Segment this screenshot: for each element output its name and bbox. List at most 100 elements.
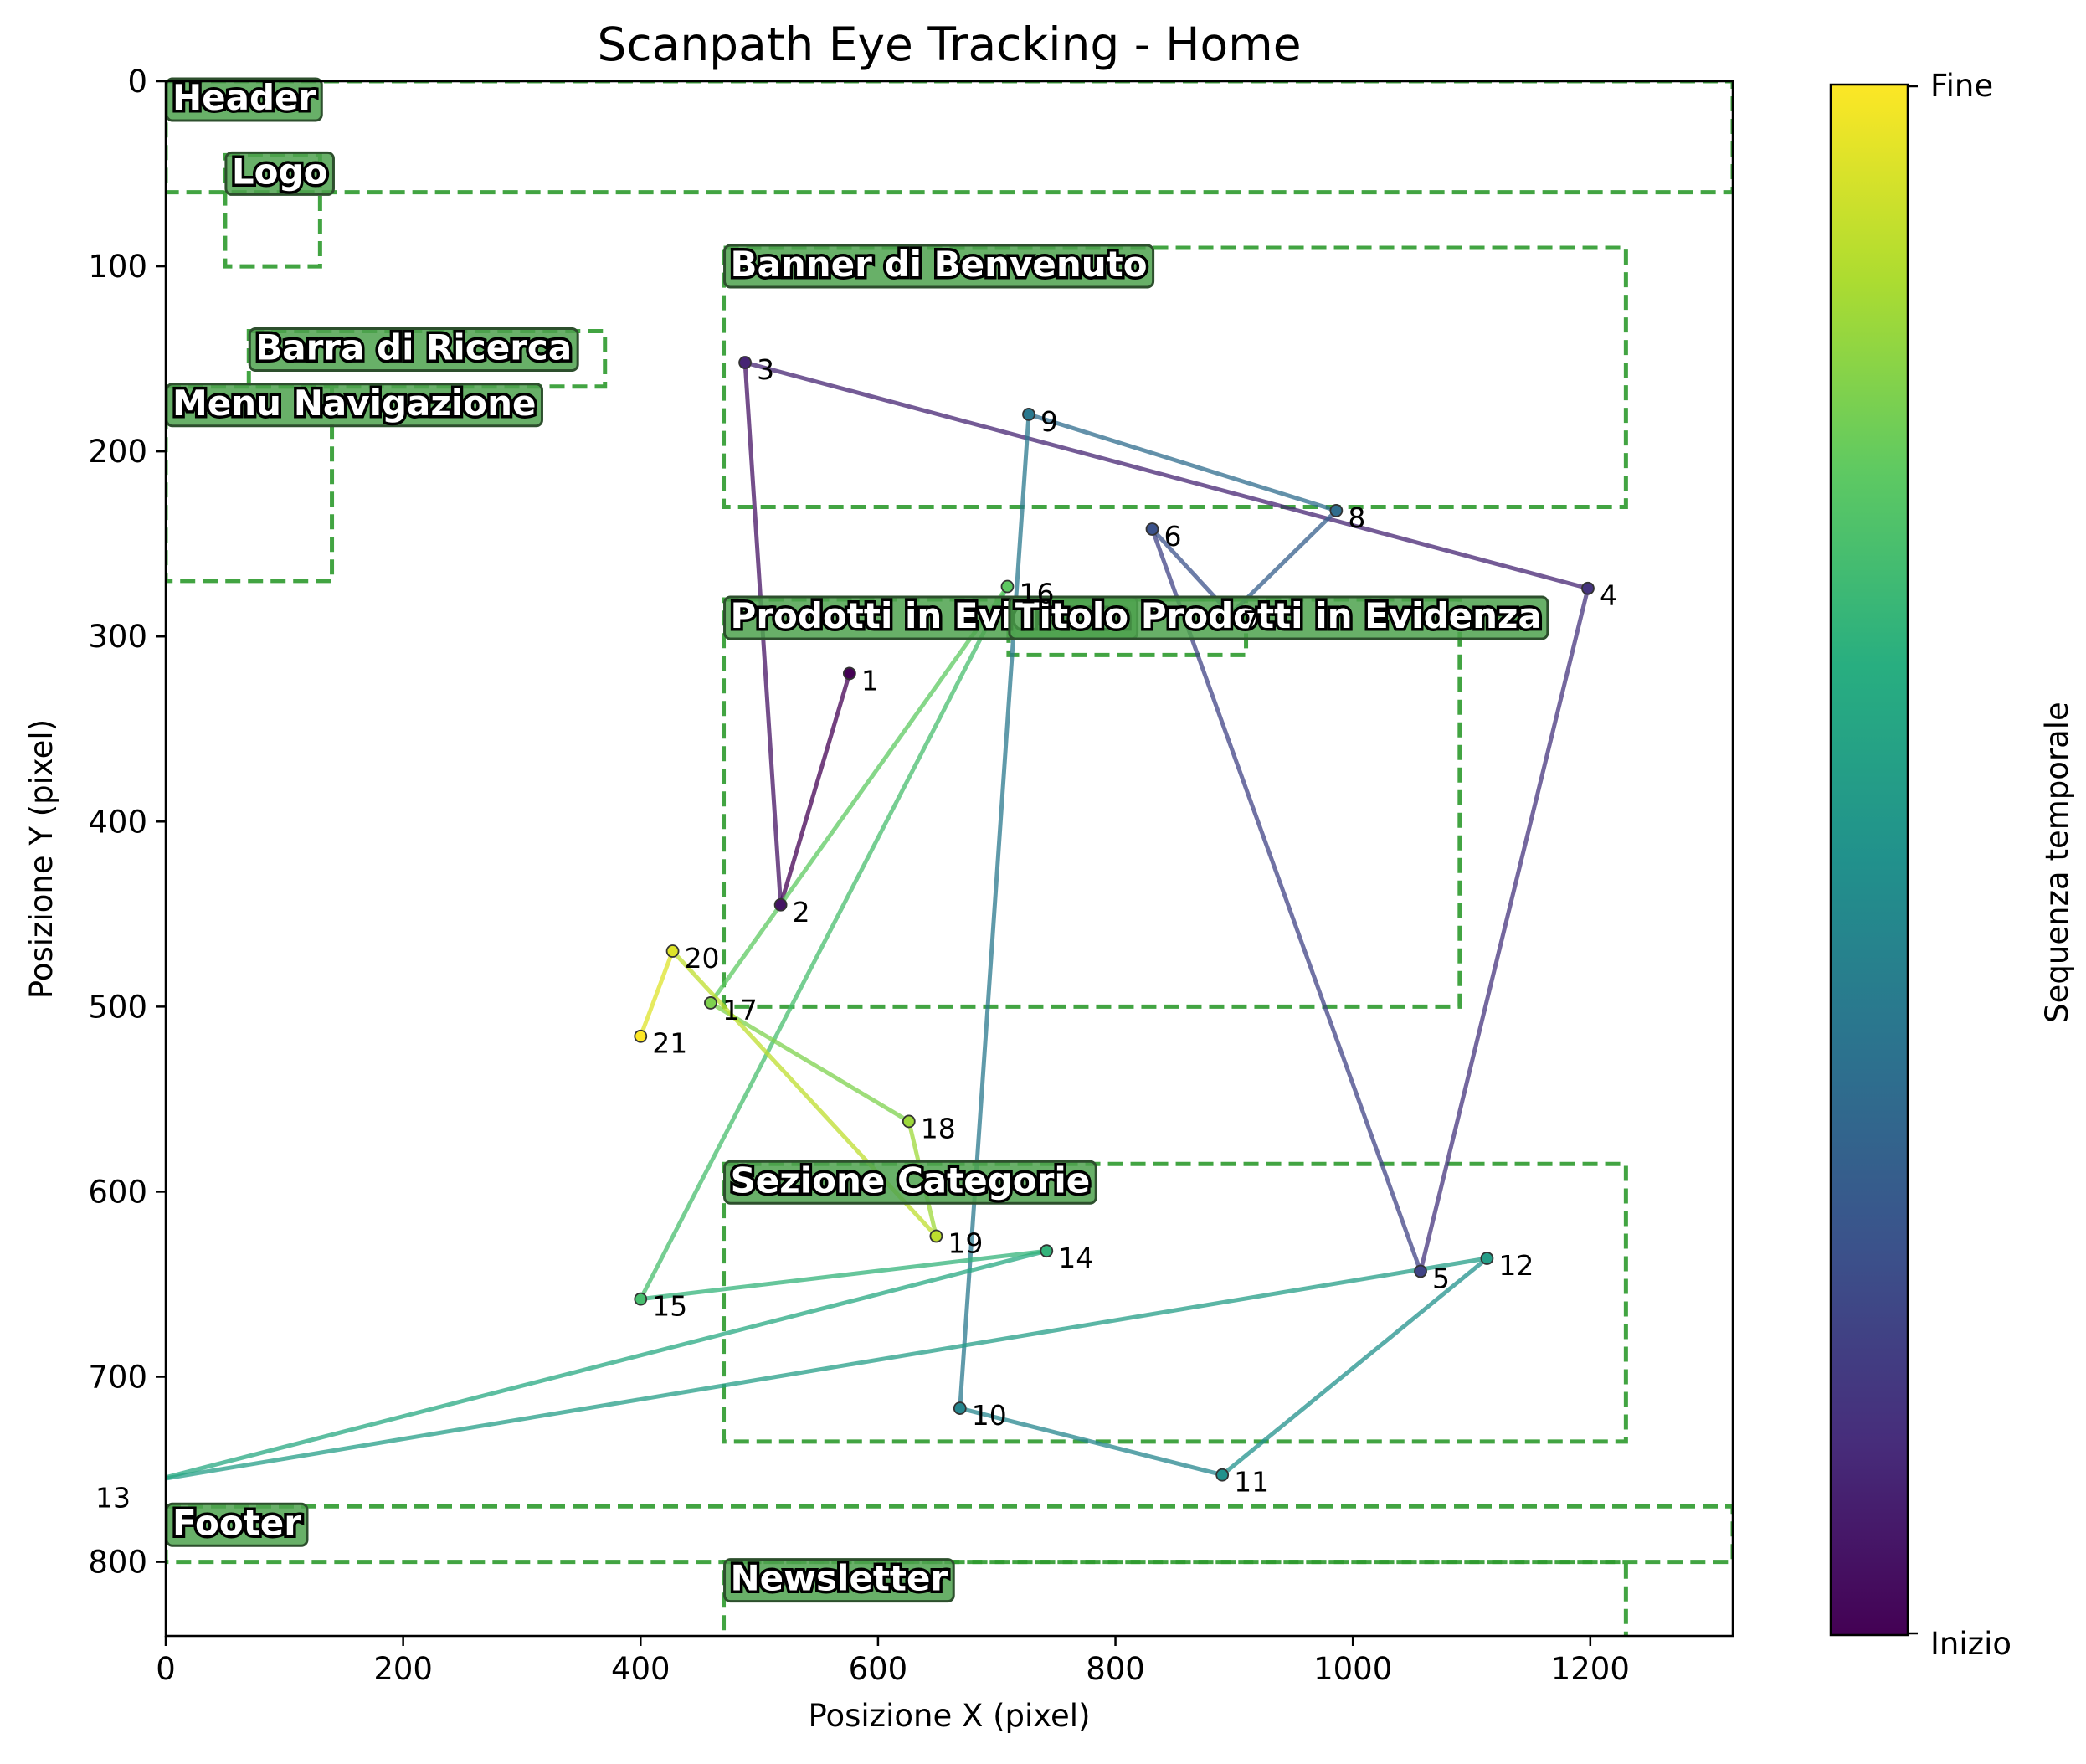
- aoi-label-bg: [723, 244, 1155, 289]
- aoi-box-4: [722, 245, 1628, 509]
- fixation-point: [634, 1029, 648, 1043]
- aoi-label-bg: [723, 1160, 1097, 1205]
- aoi-label-text: Logo: [232, 151, 328, 192]
- fixation-label: 12: [1498, 1249, 1534, 1282]
- aoi-label-4: Banner di Benvenuto: [723, 240, 1155, 289]
- scanpath-segment: [638, 1248, 1049, 1302]
- aoi-label-bg: [723, 1558, 955, 1603]
- scanpath-segment: [166, 1256, 1489, 1481]
- fixation-point: [842, 666, 856, 681]
- aoi-label-text: Menu Navigazione: [172, 383, 536, 424]
- fixation-label: 10: [972, 1399, 1007, 1432]
- fixation-label: 11: [1234, 1466, 1269, 1499]
- aoi-label-bg: [224, 151, 335, 196]
- aoi-label-9: Newsletter: [723, 1555, 955, 1603]
- fixation-point: [1581, 581, 1595, 595]
- fixation-label: 3: [757, 353, 774, 386]
- plot-frame: [164, 80, 1734, 1638]
- y-tick-label: 500: [88, 989, 147, 1025]
- scanpath-segment: [1418, 586, 1590, 1273]
- fixation-point: [773, 897, 788, 912]
- scanpath-segment: [1150, 527, 1423, 1273]
- plot-area: [148, 81, 1733, 1636]
- scanpath-segment: [166, 1248, 1049, 1480]
- fixation-point: [953, 1401, 967, 1415]
- scanpath-segment: [638, 584, 1010, 1302]
- aoi-label-bg: [248, 327, 579, 372]
- x-tick-label: 600: [849, 1651, 908, 1687]
- scanpath-segment: [638, 949, 676, 1039]
- x-tick-label: 1000: [1313, 1651, 1392, 1687]
- colorbar: [1829, 83, 1909, 1637]
- scanpath-segment: [958, 1406, 1225, 1478]
- scanpath-segment: [708, 584, 1010, 1005]
- y-tick-label: 100: [88, 249, 147, 285]
- fixation-point: [634, 1292, 648, 1306]
- scanpath-segment: [778, 671, 852, 908]
- fixation-label: 8: [1348, 501, 1365, 534]
- aoi-label-0: Header: [165, 75, 323, 122]
- x-tick-label: 0: [156, 1651, 176, 1687]
- aoi-label-3: Menu Navigazione: [165, 379, 543, 428]
- fixation-point: [929, 1229, 943, 1243]
- aoi-box-3: [166, 384, 335, 584]
- aoi-label-text: Barra di Ricerca: [255, 327, 572, 368]
- fixation-point: [738, 356, 752, 369]
- aoi-label-2: Barra di Ricerca: [248, 324, 579, 372]
- fixation-point: [1215, 1468, 1230, 1482]
- y-tick-label: 700: [88, 1360, 147, 1396]
- y-tick-label: 600: [88, 1174, 147, 1210]
- y-tick-label: 400: [88, 804, 147, 840]
- aoi-label-text: Titolo Prodotti in Evidenza: [1015, 595, 1542, 636]
- labels-layer: Header Logo Barra di Ricerca Menu Navigazio…: [95, 75, 1617, 1603]
- scanpath-segment: [742, 360, 1590, 591]
- fixation-label: 15: [652, 1290, 687, 1323]
- fixation-label: 16: [1019, 578, 1054, 610]
- fixation-point: [1414, 1264, 1427, 1278]
- aoi-label-1: Logo: [224, 148, 335, 196]
- x-tick-label: 800: [1086, 1651, 1145, 1687]
- aoi-label-text: Footer: [172, 1502, 301, 1543]
- fixation-label: 7: [1242, 605, 1260, 638]
- aoi-label-text: Banner di Benvenuto: [731, 244, 1148, 285]
- aoi-box-0: [166, 81, 1733, 195]
- scanpath-segment: [1220, 1256, 1489, 1478]
- fixation-label: 2: [793, 896, 810, 928]
- aoi-label-7: Sezione Categorie: [723, 1157, 1097, 1205]
- fixation-label: 4: [1600, 579, 1617, 612]
- aoi-label-bg: [1008, 595, 1549, 640]
- scanpath-segment: [708, 1000, 912, 1124]
- fixation-label: 20: [685, 942, 720, 975]
- fixation-point: [1145, 522, 1159, 536]
- fixation-label: 21: [652, 1027, 687, 1060]
- aoi-box-5: [722, 597, 1462, 1009]
- fixation-label: 9: [1040, 405, 1058, 438]
- y-tick-label: 300: [88, 619, 147, 655]
- y-axis-label: Posizione Y (pixel): [23, 719, 59, 999]
- aoi-box-8: [166, 1504, 1733, 1565]
- fixation-label: 13: [95, 1481, 131, 1514]
- fixation-point: [1040, 1244, 1054, 1258]
- y-tick-label: 200: [88, 434, 147, 470]
- scanpath-segment: [958, 412, 1031, 1411]
- colorbar-label: Sequenza temporale: [2039, 702, 2075, 1023]
- fixation-point: [704, 996, 717, 1010]
- fixation-label: 1: [861, 664, 879, 697]
- x-tick-label: 200: [373, 1651, 433, 1687]
- fixation-label: 18: [921, 1112, 956, 1144]
- x-tick-label: 400: [611, 1651, 670, 1687]
- colorbar-label-end: Fine: [1930, 68, 1993, 104]
- y-tick-label: 800: [88, 1545, 147, 1581]
- y-axis: 0 100 200 300 400 500 600 700 800: [88, 64, 166, 1581]
- fixation-point: [148, 1474, 160, 1486]
- fixation-label: 14: [1058, 1242, 1093, 1274]
- fixation-point: [1329, 503, 1344, 517]
- aoi-label-text: Newsletter: [731, 1558, 948, 1599]
- fixation-point: [1022, 408, 1035, 421]
- x-axis-label: Posizione X (pixel): [808, 1698, 1090, 1734]
- aoi-label-8: Footer: [165, 1499, 309, 1547]
- x-axis: 0 200 400 600 800 1000 1200: [156, 1636, 1630, 1687]
- aoi-label-text: Header: [172, 77, 316, 118]
- y-tick-label: 0: [127, 64, 147, 100]
